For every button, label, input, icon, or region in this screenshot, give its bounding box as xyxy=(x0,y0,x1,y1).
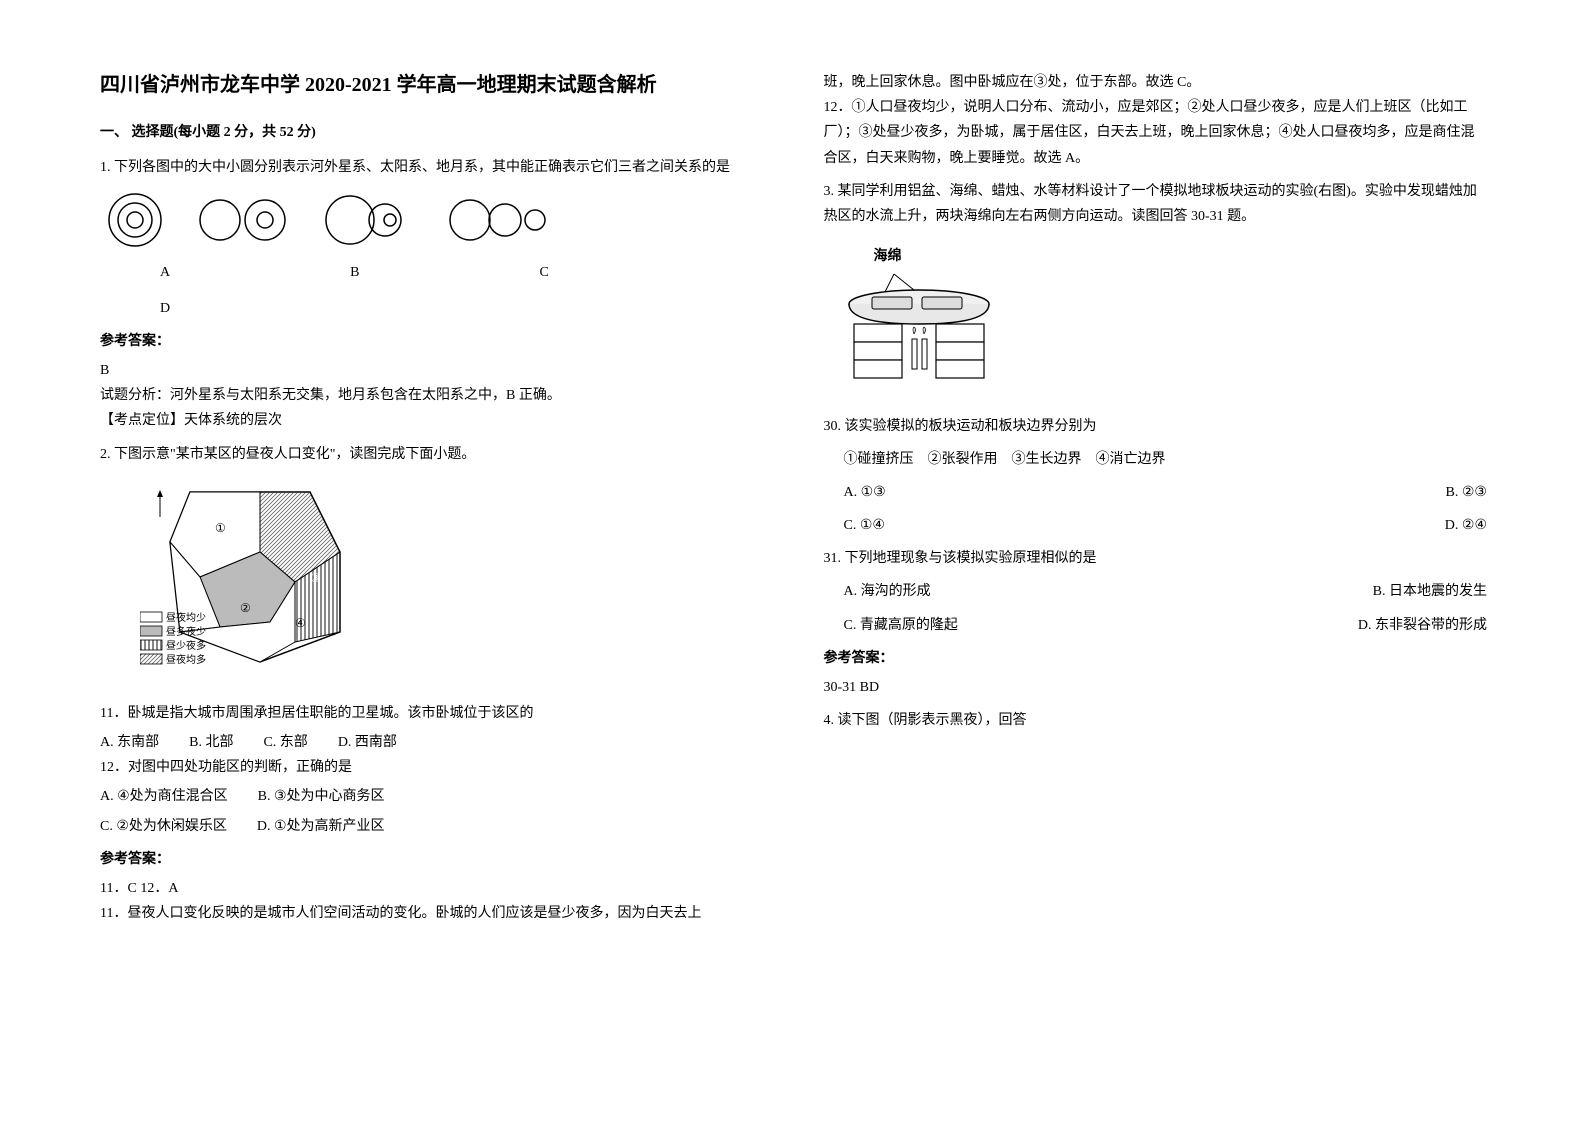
q11-opt-d: D. 西南部 xyxy=(338,730,397,755)
svg-text:①: ① xyxy=(215,521,226,535)
q12-opt-c: C. ②处为休闲娱乐区 xyxy=(100,814,227,839)
left-column: 四川省泸州市龙车中学 2020-2021 学年高一地理期末试题含解析 一、 选择… xyxy=(100,70,764,926)
q12-text: 12．对图中四处功能区的判断，正确的是 xyxy=(100,755,764,780)
q30-opt-d: D. ②④ xyxy=(1445,513,1487,538)
q11-opt-c: C. 东部 xyxy=(263,730,307,755)
q3-answer-header: 参考答案： xyxy=(824,646,1488,671)
label-a: A xyxy=(160,260,170,285)
svg-text:昼多夜少: 昼多夜少 xyxy=(166,625,206,638)
q30-options-row1: A. ①③ B. ②③ xyxy=(824,480,1488,505)
q30-text: 30. 该实验模拟的板块运动和板块边界分别为 xyxy=(824,414,1488,439)
q31-opt-a: A. 海沟的形成 xyxy=(844,579,931,604)
q31-text: 31. 下列地理现象与该模拟实验原理相似的是 xyxy=(824,546,1488,571)
q12-opt-b: B. ③处为中心商务区 xyxy=(258,784,385,809)
diagram-option-b-icon xyxy=(195,190,295,250)
q3-answers: 30-31 BD xyxy=(824,675,1488,700)
q11-opt-a: A. 东南部 xyxy=(100,730,159,755)
q31-options-row1: A. 海沟的形成 B. 日本地震的发生 xyxy=(824,579,1488,604)
diagram-option-d-icon xyxy=(445,190,555,250)
q11-text: 11．卧城是指大城市周围承担居住职能的卫星城。该市卧城位于该区的 xyxy=(100,701,764,726)
document-title: 四川省泸州市龙车中学 2020-2021 学年高一地理期末试题含解析 xyxy=(100,70,764,100)
q12-opt-d: D. ①处为高新产业区 xyxy=(257,814,385,839)
q1-point: 【考点定位】天体系统的层次 xyxy=(100,408,764,433)
question-1-text: 1. 下列各图中的大中小圆分别表示河外星系、太阳系、地月系，其中能正确表示它们三… xyxy=(100,155,764,180)
q12-options-row1: A. ④处为商住混合区 B. ③处为中心商务区 xyxy=(100,784,764,809)
col2-continuation-1: 班，晚上回家休息。图中卧城应在③处，位于东部。故选 C。 xyxy=(824,70,1488,95)
question-4-text: 4. 读下图（阴影表示黑夜），回答 xyxy=(824,708,1488,733)
q2-diagram: ① ③ ② xyxy=(140,482,764,691)
label-b: B xyxy=(350,260,359,285)
q11-options: A. 东南部 B. 北部 C. 东部 D. 西南部 xyxy=(100,730,764,755)
sponge-experiment-icon xyxy=(834,269,1014,389)
q30-opt-c: C. ①④ xyxy=(844,513,885,538)
diagram-option-c-icon xyxy=(320,190,420,250)
q1-answer: B xyxy=(100,358,764,383)
q31-options-row2: C. 青藏高原的隆起 D. 东非裂谷带的形成 xyxy=(824,613,1488,638)
svg-text:②: ② xyxy=(240,601,251,615)
q12-opt-a: A. ④处为商住混合区 xyxy=(100,784,228,809)
diagram-option-a-icon xyxy=(100,190,170,250)
question-2-text: 2. 下图示意"某市某区的昼夜人口变化"，读图完成下面小题。 xyxy=(100,442,764,467)
sponge-label: 海绵 xyxy=(874,244,1488,269)
svg-text:昼夜均多: 昼夜均多 xyxy=(166,653,206,666)
document-page: 四川省泸州市龙车中学 2020-2021 学年高一地理期末试题含解析 一、 选择… xyxy=(100,70,1487,926)
q1-labels: A B C xyxy=(100,260,764,285)
q31-opt-b: B. 日本地震的发生 xyxy=(1373,579,1487,604)
svg-text:④: ④ xyxy=(295,616,306,630)
q2-answer-header: 参考答案： xyxy=(100,847,764,872)
svg-text:③: ③ xyxy=(310,571,321,585)
q31-opt-c: C. 青藏高原的隆起 xyxy=(844,613,958,638)
q1-diagram xyxy=(100,190,764,250)
q12-options-row2: C. ②处为休闲娱乐区 D. ①处为高新产业区 xyxy=(100,814,764,839)
q30-options-row2: C. ①④ D. ②④ xyxy=(824,513,1488,538)
label-d: D xyxy=(100,296,764,321)
svg-text:昼夜均少: 昼夜均少 xyxy=(166,611,206,624)
q3-diagram: 海绵 xyxy=(834,244,1488,398)
label-c: C xyxy=(539,260,548,285)
q1-analysis: 试题分析：河外星系与太阳系无交集，地月系包含在太阳系之中，B 正确。 xyxy=(100,383,764,408)
q11-opt-b: B. 北部 xyxy=(189,730,233,755)
q30-opt-a: A. ①③ xyxy=(844,480,886,505)
q1-answer-header: 参考答案： xyxy=(100,329,764,354)
city-map-icon: ① ③ ② xyxy=(140,482,360,682)
q2-analysis-11: 11．昼夜人口变化反映的是城市人们空间活动的变化。卧城的人们应该是昼少夜多，因为… xyxy=(100,901,764,926)
svg-text:昼少夜多: 昼少夜多 xyxy=(166,639,206,652)
q30-opt-b: B. ②③ xyxy=(1446,480,1487,505)
question-3-text: 3. 某同学利用铝盆、海绵、蜡烛、水等材料设计了一个模拟地球板块运动的实验(右图… xyxy=(824,179,1488,229)
q30-choices-line: ①碰撞挤压 ②张裂作用 ③生长边界 ④消亡边界 xyxy=(824,447,1488,472)
right-column: 班，晚上回家休息。图中卧城应在③处，位于东部。故选 C。 12．①人口昼夜均少，… xyxy=(824,70,1488,926)
q31-opt-d: D. 东非裂谷带的形成 xyxy=(1358,613,1487,638)
q2-answers: 11．C 12．A xyxy=(100,876,764,901)
col2-continuation-2: 12．①人口昼夜均少，说明人口分布、流动小，应是郊区；②处人口昼少夜多，应是人们… xyxy=(824,95,1488,171)
section-header: 一、 选择题(每小题 2 分，共 52 分) xyxy=(100,120,764,145)
